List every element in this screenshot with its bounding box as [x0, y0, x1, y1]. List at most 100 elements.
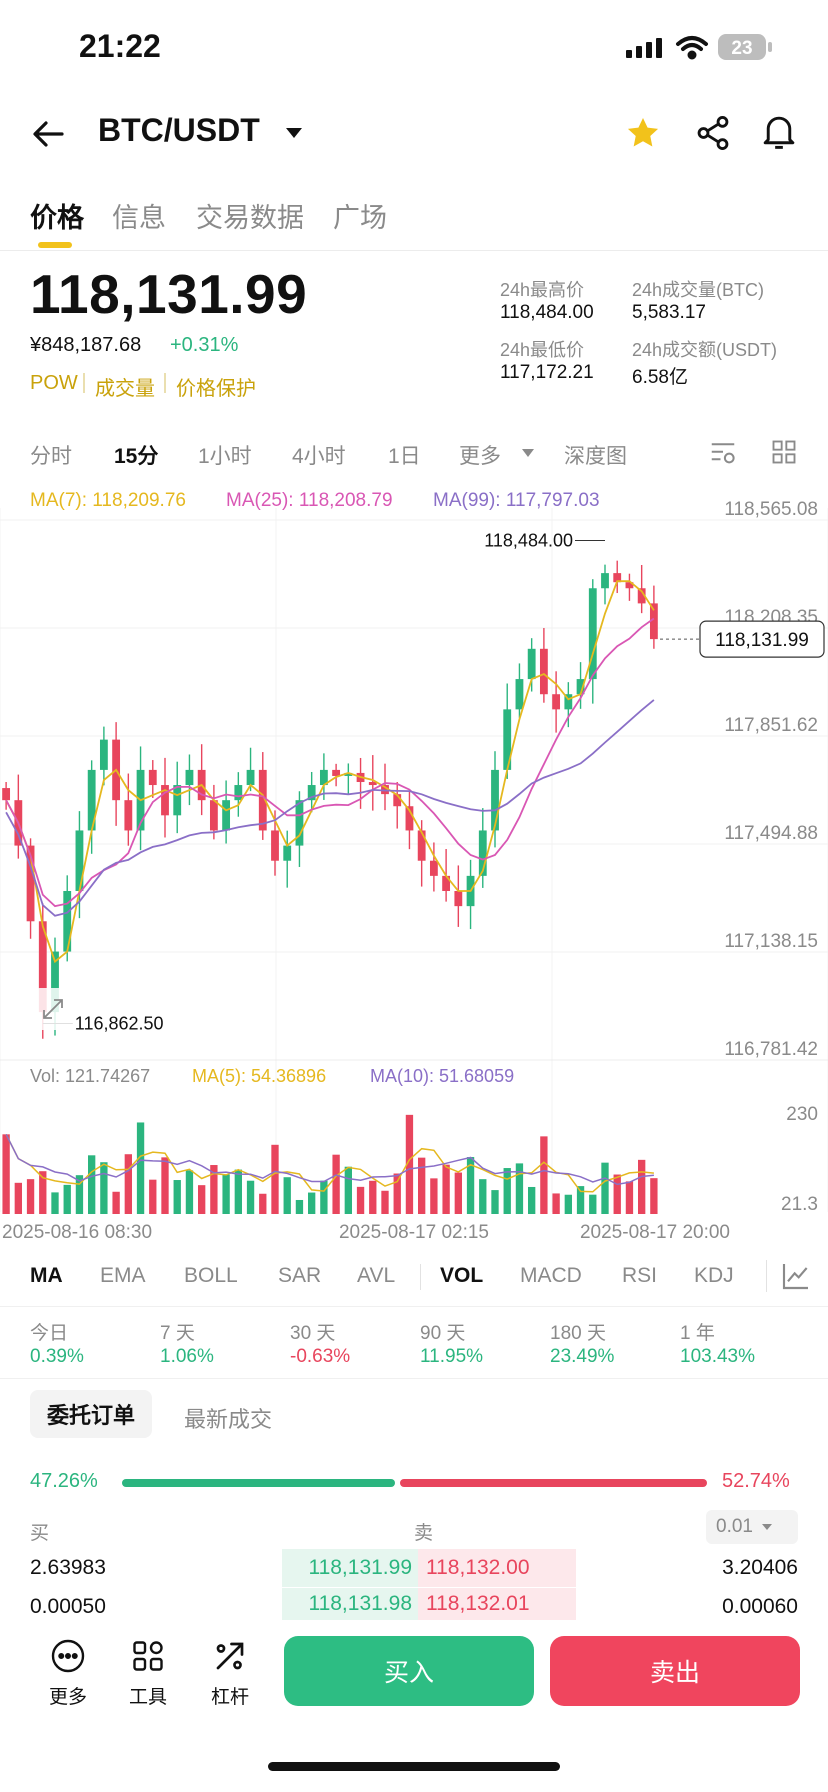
candle-body [564, 694, 573, 710]
candle-body [552, 694, 561, 710]
candle-body [625, 582, 634, 589]
candle-body [209, 800, 218, 831]
candle-body [368, 782, 377, 786]
indicator-avl[interactable]: AVL [357, 1264, 396, 1287]
tag-pow[interactable]: POW [30, 372, 78, 394]
interval-15m[interactable]: 15分 [114, 445, 159, 468]
tab-price[interactable]: 价格 [30, 203, 84, 233]
bid-price[interactable]: 118,131.99 [282, 1549, 418, 1587]
indicator-chart-icon[interactable] [780, 1260, 812, 1292]
tag-price-protection[interactable]: 价格保护 [176, 378, 256, 400]
volume-bar [369, 1180, 377, 1214]
buy-header: 买 [30, 1523, 50, 1544]
interval-4h[interactable]: 4小时 [292, 445, 346, 468]
more-label[interactable]: 更多 [49, 1687, 88, 1708]
perf-label: 90 天 [420, 1323, 466, 1344]
volume-bar [466, 1157, 475, 1214]
battery-level: 23 [731, 38, 752, 59]
bid-quantity[interactable]: 2.63983 [30, 1556, 106, 1579]
last-price: 118,131.99 [30, 263, 308, 325]
bid-price[interactable]: 118,131.98 [282, 1588, 418, 1620]
interval-more[interactable]: 更多 [459, 445, 501, 468]
stat-vol-btc-label: 24h成交量(BTC) [632, 280, 765, 300]
buy-ratio-bar [122, 1479, 395, 1487]
stat-high-label: 24h最高价 [500, 280, 585, 300]
candle-body [99, 739, 108, 770]
volume-bar [222, 1174, 230, 1214]
leverage-icon[interactable] [212, 1638, 248, 1674]
candle-body [173, 785, 182, 816]
expand-icon[interactable] [32, 988, 74, 1030]
indicator-sar[interactable]: SAR [278, 1264, 322, 1287]
ask-price[interactable]: 118,132.01 [418, 1588, 576, 1620]
more-icon[interactable] [50, 1638, 86, 1674]
indicator-boll[interactable]: BOLL [184, 1264, 238, 1287]
chart-settings-icon[interactable] [708, 438, 738, 468]
tools-label[interactable]: 工具 [129, 1687, 168, 1708]
volume-bar [88, 1155, 96, 1214]
candle-body [344, 772, 353, 776]
volume-bar [124, 1154, 132, 1214]
layout-grid-icon[interactable] [770, 438, 798, 466]
kline-chart[interactable]: 118,565.08118,208.35117,851.62117,494.88… [0, 480, 828, 1240]
candle-body [503, 709, 512, 770]
bid-quantity[interactable]: 0.00050 [30, 1595, 106, 1618]
interval-1d[interactable]: 1日 [388, 445, 421, 468]
volume-bar [2, 1134, 10, 1214]
buy-button[interactable]: 买入 [284, 1636, 534, 1706]
ma99-line [5, 699, 655, 917]
tab-info[interactable]: 信息 [112, 203, 166, 233]
volume-bar [320, 1180, 328, 1214]
stat-vol-btc: 5,583.17 [632, 302, 706, 323]
price-change: +0.31% [170, 334, 239, 356]
candle-body [222, 800, 231, 831]
leverage-label[interactable]: 杠杆 [211, 1687, 250, 1708]
volume-bar [295, 1199, 304, 1214]
interval-depth[interactable]: 深度图 [564, 445, 627, 468]
ask-price[interactable]: 118,132.00 [418, 1549, 576, 1587]
volume-bar [442, 1164, 450, 1214]
indicator-macd[interactable]: MACD [520, 1264, 582, 1287]
indicator-rsi[interactable]: RSI [622, 1264, 658, 1287]
back-arrow-icon[interactable] [30, 116, 66, 152]
depth-precision-select[interactable]: 0.01 [706, 1510, 798, 1544]
share-icon[interactable] [694, 114, 732, 152]
volume-legend: Vol: 121.74267 [30, 1066, 150, 1086]
tag-volume[interactable]: 成交量 [95, 378, 155, 400]
perf-label: 7 天 [160, 1323, 195, 1344]
indicator-kdj[interactable]: KDJ [694, 1264, 734, 1287]
tools-icon[interactable] [130, 1638, 166, 1674]
indicator-vol[interactable]: VOL [440, 1264, 484, 1287]
caret-down-icon[interactable] [284, 126, 304, 140]
volume-tick-label: 21.3 [781, 1194, 818, 1215]
volume-bar [344, 1166, 352, 1214]
pair-selector[interactable]: BTC/USDT [98, 112, 260, 148]
volume-bar [564, 1194, 572, 1214]
caret-down-icon[interactable] [521, 448, 535, 458]
max-marker-label: 118,484.00 [484, 531, 573, 551]
tab-square[interactable]: 广场 [333, 203, 387, 233]
candle-body [332, 769, 341, 776]
sell-button[interactable]: 卖出 [550, 1636, 800, 1706]
volume-bar [198, 1185, 206, 1214]
interval-timeline[interactable]: 分时 [30, 445, 72, 468]
ask-quantity[interactable]: 0.00060 [722, 1595, 798, 1618]
interval-1h[interactable]: 1小时 [198, 445, 252, 468]
favorite-star-icon[interactable] [624, 114, 662, 152]
tab-orders[interactable]: 委托订单 [30, 1390, 152, 1438]
candle-body [417, 830, 426, 861]
indicator-ma[interactable]: MA [30, 1264, 63, 1287]
tab-trading-data[interactable]: 交易数据 [196, 203, 304, 233]
tag-separator [83, 373, 85, 393]
indicator-ema[interactable]: EMA [100, 1264, 146, 1287]
y-tick-label: 117,851.62 [724, 715, 818, 736]
x-tick-label: 2025-08-16 08:30 [2, 1222, 152, 1240]
ask-quantity[interactable]: 3.20406 [722, 1556, 798, 1579]
status-time: 21:22 [79, 28, 161, 64]
tab-latest-trades[interactable]: 最新成交 [184, 1407, 273, 1432]
perf-value: 23.49% [550, 1346, 615, 1367]
wifi-icon [676, 36, 708, 60]
bell-icon[interactable] [760, 112, 798, 152]
ma99-legend: MA(99): 117,797.03 [433, 490, 600, 511]
volume-bar [430, 1178, 438, 1214]
